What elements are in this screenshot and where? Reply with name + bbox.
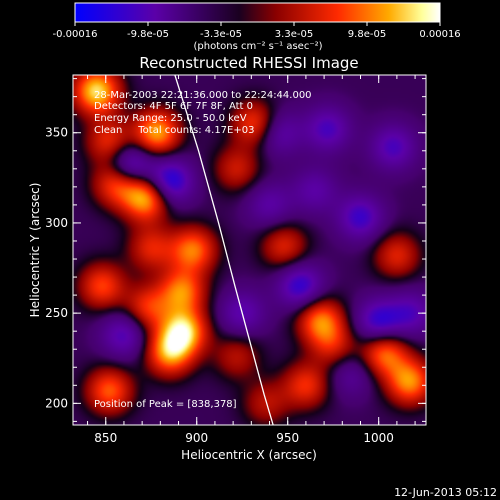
plot-frame xyxy=(72,74,427,426)
annotation-detectors: Detectors: 4F 5F 6F 7F 8F, Att 0 xyxy=(94,101,253,112)
colorbar-unit-label: (photons cm⁻² s⁻¹ asec⁻²) xyxy=(193,41,322,52)
annotation-method-counts: Clean Total counts: 4.17E+03 xyxy=(94,125,254,136)
y-tick-label: 350 xyxy=(45,126,68,140)
heatmap-image xyxy=(73,75,426,425)
x-tick-label: 850 xyxy=(94,431,117,445)
annotation-energy-range: Energy Range: 25.0 - 50.0 keV xyxy=(94,113,247,124)
annotation-peak-position: Position of Peak = [838,378] xyxy=(94,399,237,410)
x-tick-label: 1000 xyxy=(363,431,394,445)
colorbar-tick-label: -9.8e-05 xyxy=(127,29,169,40)
colorbar-tick-label: -3.3e-05 xyxy=(200,29,242,40)
solar-limb-curve xyxy=(174,75,274,425)
colorbar xyxy=(74,2,441,23)
y-tick-label: 300 xyxy=(45,216,68,230)
colorbar-tick-label: 0.00016 xyxy=(419,29,460,40)
colorbar-tick-label: 9.8e-05 xyxy=(348,29,386,40)
y-tick-label: 200 xyxy=(45,396,68,410)
footer-date: 12-Jun-2013 05:12 xyxy=(394,486,497,499)
x-axis-label: Heliocentric X (arcsec) xyxy=(181,448,317,462)
x-tick-label: 950 xyxy=(276,431,299,445)
y-tick-label: 250 xyxy=(45,306,68,320)
colorbar-ticks: -0.00016 -9.8e-05 -3.3e-05 3.3e-05 9.8e-05 0.… xyxy=(53,22,461,40)
colorbar-tick-label: 3.3e-05 xyxy=(275,29,313,40)
colorbar-tick-label: -0.00016 xyxy=(53,29,98,40)
annotation-time-range: 28-Mar-2003 22:21:36.000 to 22:24:44.000 xyxy=(94,90,312,101)
chart-title: Reconstructed RHESSI Image xyxy=(139,54,358,72)
x-tick-label: 900 xyxy=(185,431,208,445)
y-axis-label: Heliocentric Y (arcsec) xyxy=(28,183,42,318)
